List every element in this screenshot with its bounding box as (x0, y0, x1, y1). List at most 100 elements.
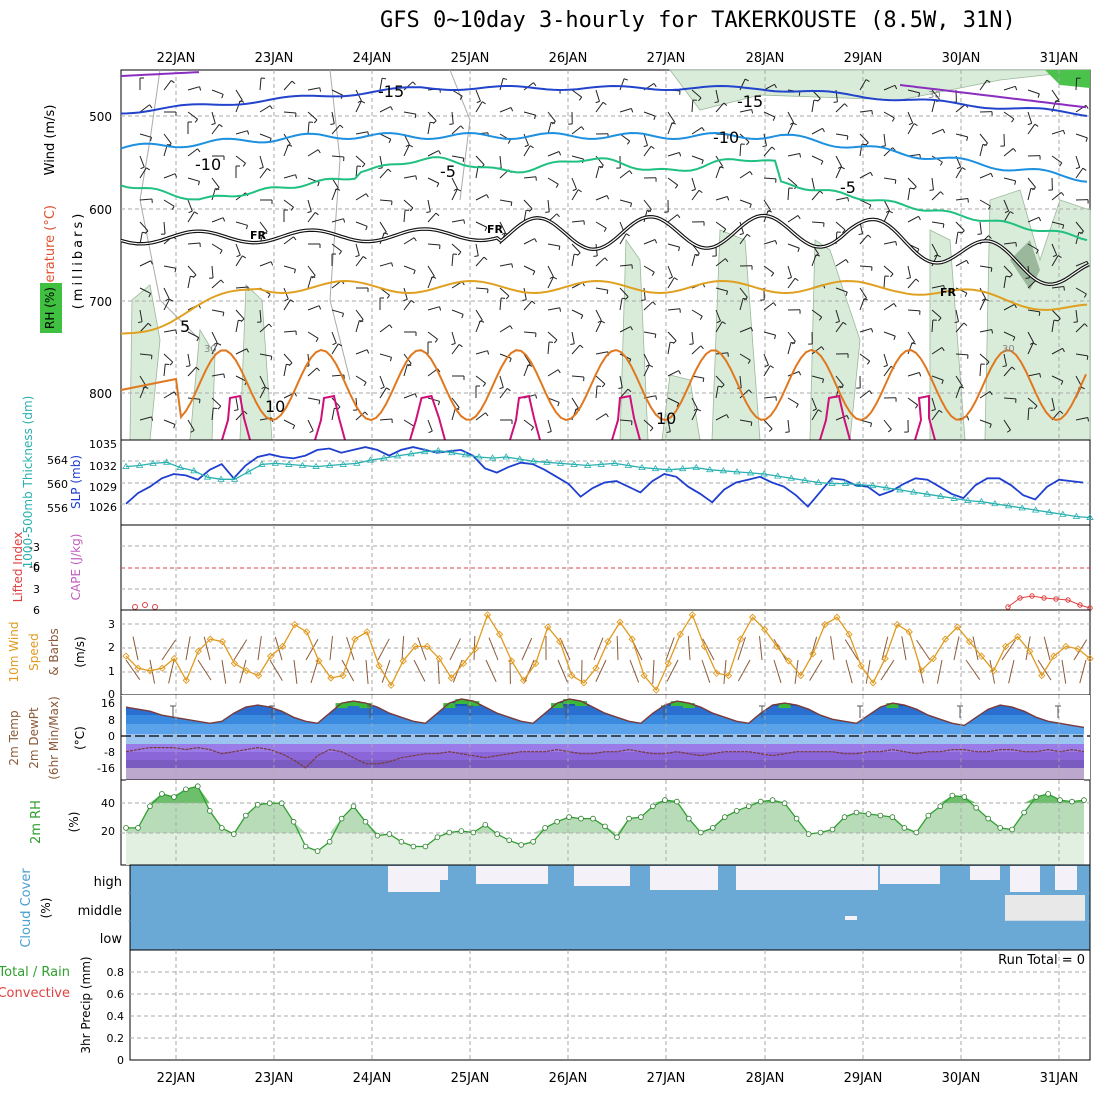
wind-barb (955, 259, 967, 267)
bottom-date-labels: 22JAN 23JAN 24JAN 25JAN 26JAN 27JAN 28JAN 29JAN… (157, 1071, 1079, 1086)
wind-barb (451, 243, 462, 253)
contour-label-rh30a: 30 (204, 344, 217, 355)
wind-barb (1027, 309, 1040, 313)
wind-barb (763, 365, 771, 377)
wind-barb (667, 243, 680, 248)
wind-barb-tick (869, 390, 873, 395)
wind-barb (259, 155, 264, 168)
wind-barb-tick (936, 254, 941, 258)
wind-barb-tick (510, 107, 514, 112)
wind-barb (475, 256, 485, 267)
wind-barb (499, 298, 502, 311)
wind-barb (475, 89, 481, 102)
thickness-point (733, 468, 741, 475)
wind10m-barb (737, 637, 746, 661)
wind-barb (403, 265, 416, 271)
wind-barb-tick (217, 342, 222, 346)
thickness-point (203, 473, 212, 480)
wind-barb (235, 309, 245, 320)
wind-barb (763, 265, 775, 274)
thickness-point (1018, 504, 1026, 511)
wind10m-barb (221, 659, 227, 684)
wind-barb-tick (140, 166, 145, 170)
wind-barb (307, 397, 320, 401)
wind-barb-tick (522, 299, 527, 302)
wind-barb (379, 168, 389, 179)
wind-barb (403, 210, 406, 223)
thickness-point (353, 459, 361, 466)
wind-barb (283, 364, 287, 377)
wind-barb-tick (534, 114, 537, 120)
wind-barb-tick (595, 100, 600, 104)
wind-barb-tick (339, 124, 344, 129)
wind-barb (139, 104, 150, 113)
thickness-point (420, 447, 429, 455)
wind-barb-tick (572, 188, 577, 192)
rh2m-point (314, 848, 321, 854)
temp-above-mask (121, 695, 1090, 728)
wind-barb-tick (982, 143, 987, 146)
wind-barb (547, 151, 560, 157)
wind-barb (739, 419, 752, 423)
wind-barb (787, 215, 799, 223)
wind-barb-tick (768, 428, 773, 432)
wind-barb (955, 322, 965, 333)
wind-barb-tick (671, 122, 677, 125)
wind-barb (1027, 243, 1039, 251)
li-point-end-3 (1041, 595, 1047, 601)
wind-barb (379, 78, 383, 91)
temp-band-8 (126, 768, 1084, 780)
wind-barb-tick (918, 92, 921, 97)
wind-barb (475, 320, 481, 333)
thickness-point (760, 470, 768, 477)
wind-barb-tick (941, 347, 945, 352)
wind10m-barb (417, 637, 427, 661)
wind-barb (139, 167, 147, 179)
wind-barb (859, 133, 869, 143)
wind-barb (595, 101, 604, 113)
wind-barb (619, 108, 632, 113)
wind-barb (427, 199, 431, 212)
wind-barb-tick (384, 232, 389, 235)
wind10m-barb (794, 659, 799, 684)
rh2m-point (602, 823, 608, 830)
wind-barb-tick (909, 187, 914, 190)
wind-barb-tick (630, 326, 633, 331)
wind-barb-tick (194, 118, 198, 123)
wind-barb-tick (1055, 100, 1060, 103)
wind-barb (403, 111, 416, 115)
wind-barb (835, 321, 844, 333)
temp-peak-cap (682, 703, 695, 709)
thickness-point (706, 465, 714, 473)
bottom-date-26JAN: 26JAN (549, 1071, 588, 1086)
wind10m-barb (557, 659, 568, 683)
wind-barb-tick (941, 379, 944, 385)
wind10m-barb (1001, 639, 1016, 661)
wind-barb-tick (655, 395, 658, 400)
wind-barb (379, 133, 392, 140)
thickness-point (1086, 513, 1094, 520)
wind-barb (931, 309, 942, 319)
thickness-point (977, 497, 986, 505)
wind-barb (307, 331, 319, 339)
wind-barb (427, 265, 435, 277)
wind-barb (595, 89, 600, 102)
temp-peak-cap (575, 701, 588, 707)
wind10m-barb (437, 659, 440, 684)
wind-barb (283, 299, 291, 311)
wind-barb (811, 127, 823, 135)
wind-barb-tick (309, 430, 314, 433)
wind-barb-tick (581, 126, 585, 131)
wind-barb-tick (149, 137, 153, 142)
thickness-point (217, 475, 225, 482)
rh2m-unit: (%) (67, 812, 81, 833)
wind-barb-tick (428, 430, 433, 434)
cloud-gap-11 (845, 916, 857, 920)
wind-barb (523, 145, 531, 157)
wind-barb (595, 375, 606, 385)
wind-barb (763, 240, 776, 245)
wind-barb-tick (643, 144, 648, 148)
wind10m-point (905, 628, 913, 636)
isotherm-m20b (899, 84, 1087, 109)
wind-barb (427, 306, 440, 311)
